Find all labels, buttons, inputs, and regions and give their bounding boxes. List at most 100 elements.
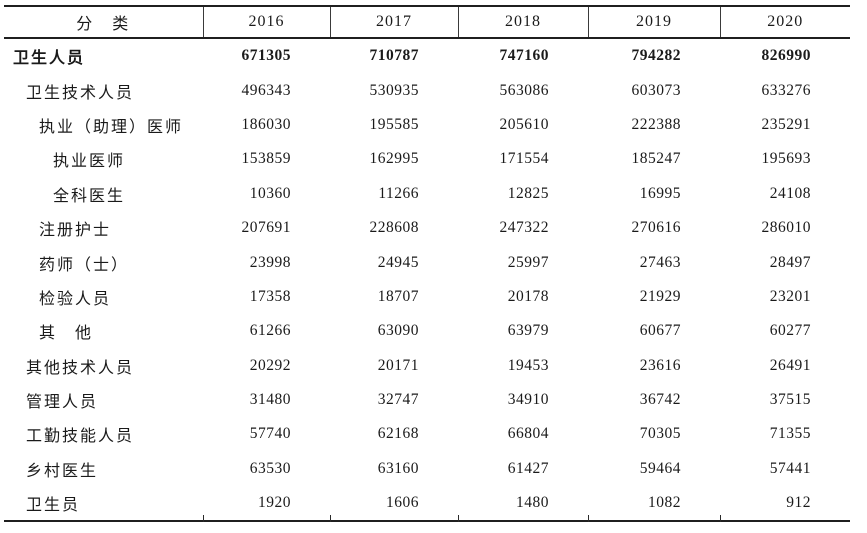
value-cell: 1920	[203, 486, 330, 523]
health-personnel-table-wrap: 分 类 2016 2017 2018 2019 2020 卫生人员 671305…	[4, 5, 850, 523]
table-row: 工勤技能人员 57740 62168 66804 70305 71355	[4, 417, 850, 451]
value-cell: 34910	[507, 391, 549, 409]
value-cell: 70305	[639, 425, 681, 443]
value-cell: 16995	[639, 184, 681, 202]
value-cell: 63090	[377, 322, 419, 340]
value-cell: 10360	[249, 184, 291, 202]
value-cell: 912	[720, 486, 850, 523]
value-cell: 27463	[639, 253, 681, 271]
column-divider-tick	[457, 515, 459, 523]
value-cell: 185247	[631, 150, 681, 168]
value-cell: 530935	[369, 81, 419, 99]
header-row: 分 类 2016 2017 2018 2019 2020	[4, 5, 850, 39]
table-row: 执业（助理）医师 186030 195585 205610 222388 235…	[4, 108, 850, 142]
value-cell: 270616	[631, 219, 681, 237]
value-cell: 186030	[241, 115, 291, 133]
value-cell: 31480	[249, 391, 291, 409]
table-row: 全科医生 10360 11266 12825 16995 24108	[4, 177, 850, 211]
value-cell: 26491	[769, 356, 811, 374]
value-cell: 195693	[761, 150, 811, 168]
value-cell: 63530	[249, 459, 291, 477]
column-divider-tick	[719, 515, 721, 523]
value-cell: 57441	[769, 459, 811, 477]
row-label: 执业医师	[53, 153, 126, 171]
value-cell: 747160	[499, 47, 549, 65]
value-cell: 36742	[639, 391, 681, 409]
value-cell: 19453	[507, 356, 549, 374]
table-row: 乡村医生 63530 63160 61427 59464 57441	[4, 452, 850, 486]
row-label: 卫生技术人员	[26, 84, 135, 102]
value-cell: 563086	[499, 81, 549, 99]
row-label: 全科医生	[53, 187, 126, 205]
column-divider-tick	[202, 515, 204, 523]
value-cell: 62168	[377, 425, 419, 443]
row-label: 执业（助理）医师	[39, 118, 184, 136]
row-label: 其 他	[39, 325, 94, 343]
value-cell: 1082	[588, 486, 720, 523]
year-column-header: 2017	[329, 5, 458, 39]
value-cell: 603073	[631, 81, 681, 99]
value-cell: 71355	[769, 425, 811, 443]
value-cell: 162995	[369, 150, 419, 168]
value-cell: 235291	[761, 115, 811, 133]
value-cell: 57740	[249, 425, 291, 443]
value-cell: 60277	[769, 322, 811, 340]
value-cell: 205610	[499, 115, 549, 133]
table-row: 执业医师 153859 162995 171554 185247 195693	[4, 142, 850, 176]
value-cell: 1480	[458, 486, 588, 523]
value-cell: 23998	[249, 253, 291, 271]
row-label: 卫生人员	[13, 50, 86, 68]
category-column-header: 分 类	[4, 5, 203, 39]
value-cell: 671305	[241, 47, 291, 65]
value-cell: 21929	[639, 287, 681, 305]
value-cell: 195585	[369, 115, 419, 133]
table-row: 卫生员 1920 1606 1480 1082 912	[4, 486, 850, 523]
value-cell: 794282	[631, 47, 681, 65]
value-cell: 37515	[769, 391, 811, 409]
table-row: 管理人员 31480 32747 34910 36742 37515	[4, 383, 850, 417]
value-cell: 247322	[499, 219, 549, 237]
value-cell: 171554	[499, 150, 549, 168]
row-label: 其他技术人员	[26, 359, 135, 377]
value-cell: 32747	[377, 391, 419, 409]
value-cell: 207691	[241, 219, 291, 237]
value-cell: 61266	[249, 322, 291, 340]
value-cell: 496343	[241, 81, 291, 99]
value-cell: 222388	[631, 115, 681, 133]
row-label: 卫生员	[4, 486, 203, 523]
table-row: 检验人员 17358 18707 20178 21929 23201	[4, 280, 850, 314]
year-column-header: 2020	[719, 5, 850, 39]
value-cell: 633276	[761, 81, 811, 99]
value-cell: 61427	[507, 459, 549, 477]
value-cell: 20178	[507, 287, 549, 305]
value-cell: 17358	[249, 287, 291, 305]
row-label: 注册护士	[39, 222, 112, 240]
value-cell: 23201	[769, 287, 811, 305]
value-cell: 23616	[639, 356, 681, 374]
year-column-header: 2018	[457, 5, 588, 39]
health-personnel-table: 分 类 2016 2017 2018 2019 2020 卫生人员 671305…	[4, 5, 850, 523]
year-column-header: 2019	[587, 5, 720, 39]
value-cell: 286010	[761, 219, 811, 237]
table-row: 其他技术人员 20292 20171 19453 23616 26491	[4, 349, 850, 383]
value-cell: 24108	[769, 184, 811, 202]
row-label: 工勤技能人员	[26, 428, 135, 446]
value-cell: 710787	[369, 47, 419, 65]
row-label: 检验人员	[39, 290, 112, 308]
table-row: 卫生技术人员 496343 530935 563086 603073 63327…	[4, 73, 850, 107]
row-label: 乡村医生	[26, 462, 99, 480]
value-cell: 228608	[369, 219, 419, 237]
column-divider-tick	[329, 515, 331, 523]
value-cell: 63979	[507, 322, 549, 340]
table-row: 注册护士 207691 228608 247322 270616 286010	[4, 211, 850, 245]
value-cell: 66804	[507, 425, 549, 443]
value-cell: 153859	[241, 150, 291, 168]
value-cell: 1606	[330, 486, 458, 523]
value-cell: 20292	[249, 356, 291, 374]
value-cell: 24945	[377, 253, 419, 271]
row-label: 药师（士）	[39, 256, 130, 274]
table-row: 药师（士） 23998 24945 25997 27463 28497	[4, 245, 850, 279]
row-label: 管理人员	[26, 394, 99, 412]
table-row: 卫生人员 671305 710787 747160 794282 826990	[4, 38, 850, 73]
value-cell: 18707	[377, 287, 419, 305]
